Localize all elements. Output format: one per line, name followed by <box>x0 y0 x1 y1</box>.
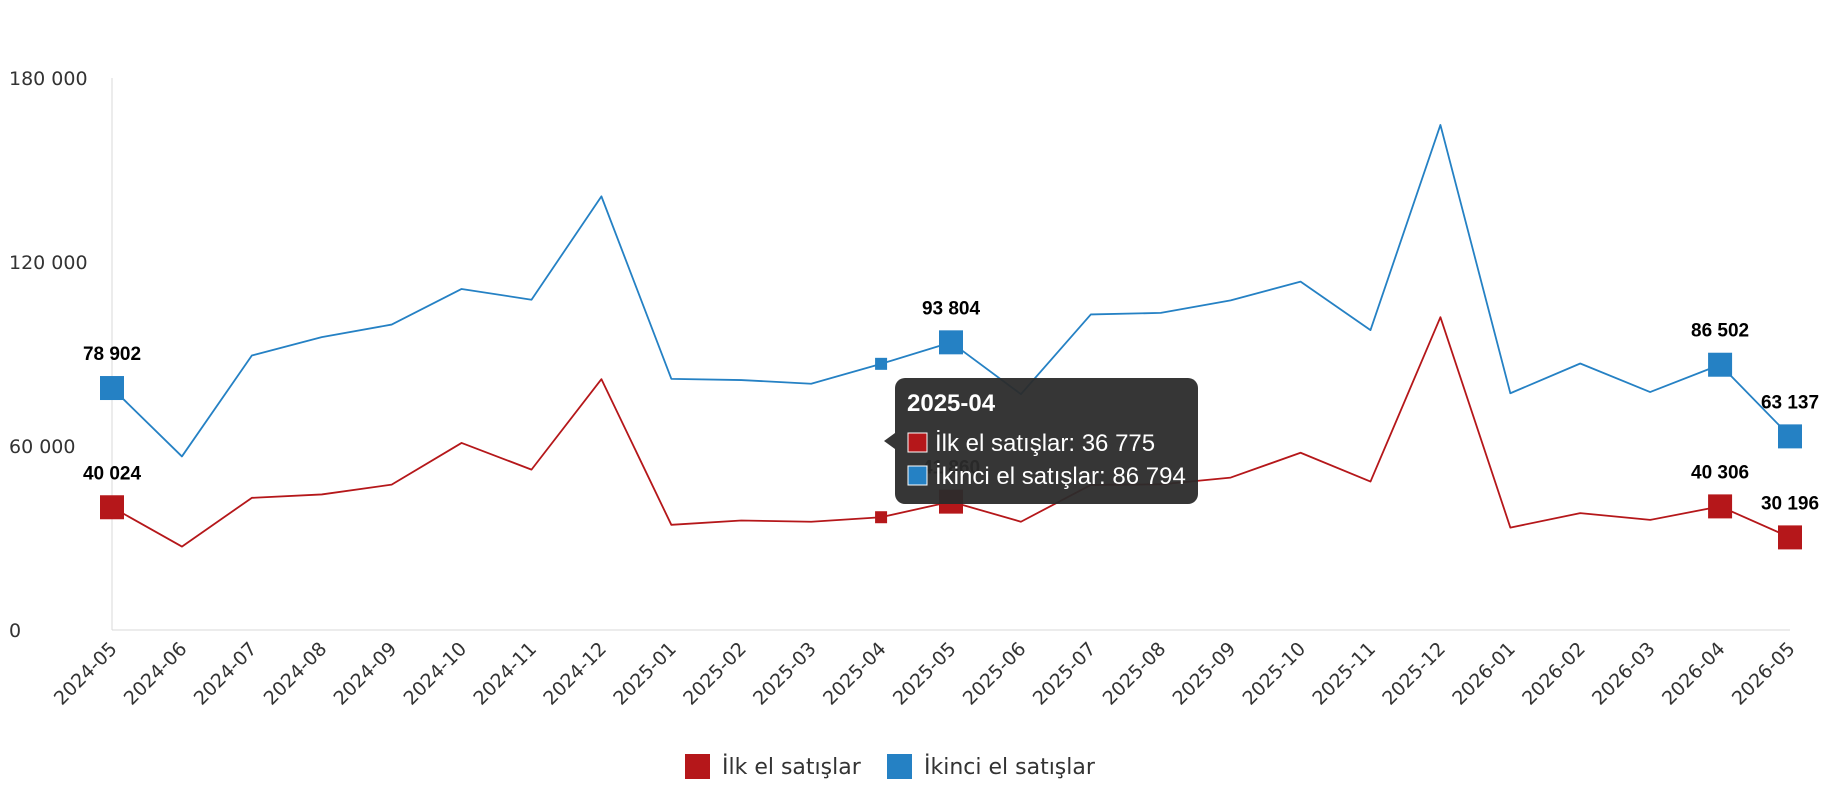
x-tick-label: 2024-05 <box>50 638 122 710</box>
x-tick-label: 2024-06 <box>120 638 192 710</box>
data-point-marker <box>1708 494 1733 519</box>
tooltip-swatch <box>907 432 928 453</box>
tooltip-title: 2025-04 <box>907 390 996 417</box>
data-point-marker <box>1778 424 1802 449</box>
x-tick-label: 2026-05 <box>1728 638 1800 710</box>
data-label: 86 502 <box>1691 321 1749 342</box>
tooltip-pointer <box>884 433 895 449</box>
x-tick-label: 2025-10 <box>1238 638 1310 710</box>
x-tick-label: 2025-05 <box>889 638 961 710</box>
y-tick-label: 120 000 <box>9 252 88 274</box>
x-tick-label: 2024-09 <box>330 638 402 710</box>
tooltip-line: İkinci el satışlar: 86 794 <box>935 463 1186 490</box>
x-tick-label: 2025-02 <box>679 638 751 710</box>
x-tick-label: 2025-08 <box>1099 638 1171 710</box>
y-tick-label: 180 000 <box>9 68 88 90</box>
legend-swatch <box>685 754 710 779</box>
data-label: 40 024 <box>83 463 142 484</box>
x-tick-label: 2025-11 <box>1308 638 1380 710</box>
x-tick-label: 2026-03 <box>1588 638 1660 710</box>
x-tick-label: 2024-08 <box>260 638 332 710</box>
data-label: 63 137 <box>1761 392 1819 413</box>
tooltip-box <box>895 378 1198 504</box>
x-tick-label: 2024-12 <box>539 638 611 710</box>
x-tick-label: 2025-09 <box>1169 638 1241 710</box>
data-point-marker <box>939 330 963 355</box>
data-point-marker <box>100 495 124 520</box>
data-point-marker <box>1778 525 1802 550</box>
x-tick-label: 2025-12 <box>1378 638 1450 710</box>
hover-point-marker <box>875 357 888 370</box>
legend-label: İkinci el satışlar <box>924 754 1096 780</box>
x-tick-label: 2025-06 <box>959 638 1031 710</box>
legend-label: İlk el satışlar <box>722 754 862 780</box>
x-tick-label: 2025-07 <box>1029 638 1101 710</box>
data-label: 30 196 <box>1761 493 1819 514</box>
x-tick-label: 2024-07 <box>190 638 262 710</box>
data-label: 40 306 <box>1691 462 1749 483</box>
x-tick-label: 2024-10 <box>399 638 471 710</box>
x-tick-label: 2025-04 <box>819 638 891 710</box>
tooltip-swatch <box>907 465 928 486</box>
x-tick-label: 2026-02 <box>1518 638 1590 710</box>
data-point-marker <box>100 376 124 401</box>
x-tick-label: 2026-04 <box>1658 638 1730 710</box>
data-point-marker <box>1708 352 1733 377</box>
data-label: 93 804 <box>922 298 981 319</box>
x-tick-label: 2026-01 <box>1448 638 1520 710</box>
hover-point-marker <box>875 511 888 524</box>
x-tick-label: 2024-11 <box>469 638 541 710</box>
tooltip-line: İlk el satışlar: 36 775 <box>935 430 1155 457</box>
x-tick-label: 2025-01 <box>609 638 681 710</box>
y-tick-label: 60 000 <box>9 436 75 458</box>
legend-swatch <box>887 754 912 779</box>
y-tick-label: 0 <box>9 620 21 642</box>
data-label: 78 902 <box>83 344 141 365</box>
x-tick-label: 2025-03 <box>749 638 821 710</box>
